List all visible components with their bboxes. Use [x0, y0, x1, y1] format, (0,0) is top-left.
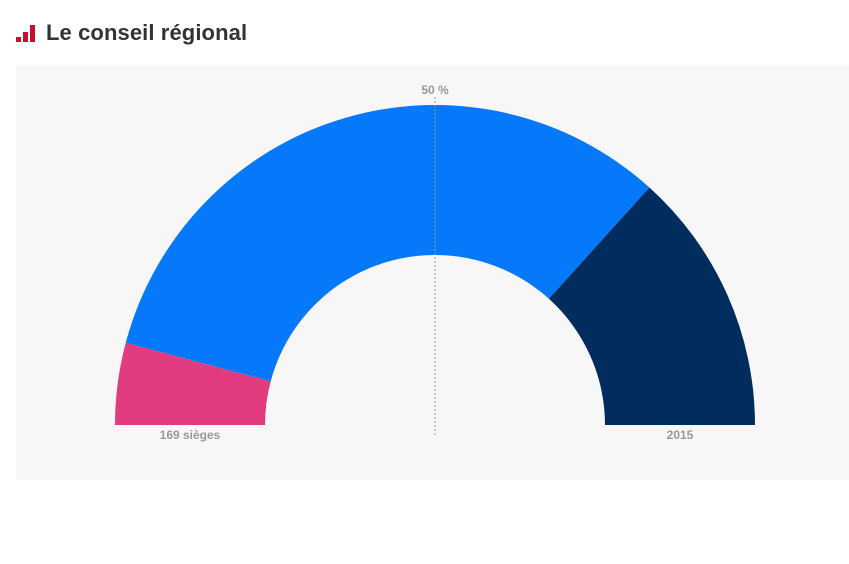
chart-panel: 50 % 169 sièges 2015: [16, 65, 849, 480]
year-label: 2015: [667, 428, 694, 442]
slice-2: [125, 105, 650, 382]
slices-group: [115, 105, 755, 425]
seat-chart: 50 % 169 sièges 2015: [115, 83, 755, 442]
slice-1: [115, 342, 271, 425]
page-header: Le conseil régional: [16, 18, 247, 48]
bar-chart-icon: [16, 24, 36, 42]
slice-3: [548, 187, 755, 425]
seats-label: 169 sièges: [160, 428, 221, 442]
majority-label: 50 %: [421, 83, 449, 97]
page-title: Le conseil régional: [46, 20, 248, 45]
